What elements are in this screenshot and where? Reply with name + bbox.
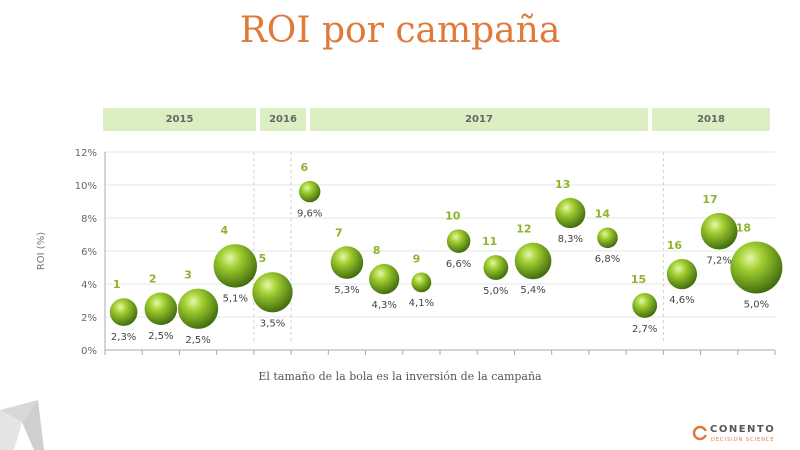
roi-value-label: 5,4% [520, 285, 545, 296]
campaign-label: 1 [113, 278, 121, 291]
bubble-campaign-11 [483, 255, 509, 280]
bubble-campaign-3 [177, 288, 219, 329]
roi-value-label: 8,3% [558, 234, 583, 245]
roi-value-label: 2,5% [185, 335, 210, 346]
campaign-label: 5 [259, 252, 267, 265]
roi-value-label: 2,3% [111, 332, 136, 343]
campaign-label: 13 [555, 178, 570, 191]
year-band-2017: 2017 [310, 108, 648, 131]
y-tick-label: 12% [75, 148, 97, 159]
bubble-campaign-5 [252, 272, 293, 313]
roi-value-label: 5,1% [223, 294, 248, 305]
bubble-campaign-2 [144, 292, 178, 326]
y-tick-label: 4% [81, 280, 97, 291]
conento-logo-icon [692, 425, 708, 441]
roi-value-label: 6,6% [446, 259, 471, 270]
brand-name: CONENTO [710, 424, 776, 435]
y-tick-label: 0% [81, 346, 97, 357]
bubble-campaign-12 [514, 242, 552, 280]
bubble-campaign-4 [213, 244, 258, 288]
roi-value-label: 6,8% [595, 254, 620, 265]
roi-value-label: 4,6% [669, 295, 694, 306]
roi-value-label: 5,0% [744, 300, 769, 311]
campaign-label: 17 [702, 193, 717, 206]
bubble-campaign-15 [632, 293, 658, 318]
y-tick-label: 6% [81, 247, 97, 258]
roi-value-label: 9,6% [297, 208, 322, 219]
campaign-label: 3 [184, 269, 192, 282]
bubble-campaign-17 [700, 212, 738, 250]
bubble-campaign-1 [109, 298, 138, 326]
campaign-label: 16 [667, 239, 683, 252]
campaign-label: 4 [221, 224, 229, 237]
bubble-campaign-9 [411, 272, 432, 293]
bubble-campaign-14 [597, 227, 618, 249]
campaign-label: 12 [516, 223, 531, 236]
bubble-campaign-13 [555, 197, 586, 229]
campaign-label: 6 [301, 161, 309, 174]
roi-value-label: 2,5% [148, 331, 173, 342]
campaign-label: 11 [482, 235, 497, 248]
y-tick-label: 8% [81, 214, 97, 225]
campaign-label: 10 [445, 209, 461, 222]
campaign-label: 15 [631, 273, 646, 286]
year-band-2018: 2018 [652, 108, 770, 131]
y-axis-label: ROI (%) [36, 232, 47, 270]
bubble-campaign-16 [666, 258, 698, 290]
roi-value-label: 3,5% [260, 318, 285, 329]
bubble-campaign-8 [369, 263, 400, 295]
roi-value-label: 7,2% [706, 256, 731, 267]
roi-value-label: 5,3% [334, 285, 359, 296]
bubble-campaign-6 [299, 180, 321, 203]
bubble-campaign-10 [446, 229, 471, 253]
roi-value-label: 5,0% [483, 286, 508, 297]
campaign-label: 7 [335, 226, 343, 239]
campaign-label: 9 [413, 252, 421, 265]
year-band-2015: 2015 [103, 108, 256, 131]
roi-value-label: 4,3% [371, 300, 396, 311]
campaign-label: 18 [736, 222, 751, 235]
chart-footnote: El tamaño de la bola es la inversión de … [258, 370, 542, 383]
roi-value-label: 2,7% [632, 324, 657, 335]
brand-tagline: DECISION SCIENCE [711, 437, 775, 443]
roi-value-label: 4,1% [409, 298, 434, 309]
campaign-label: 8 [373, 244, 381, 257]
year-band-2016: 2016 [260, 108, 306, 131]
campaign-label: 2 [149, 272, 157, 285]
bubble-campaign-7 [330, 246, 364, 279]
bubble-campaign-18 [730, 241, 783, 294]
page-title: ROI por campaña [239, 10, 561, 51]
arrow-logo-icon [0, 400, 44, 450]
campaign-label: 14 [595, 208, 611, 221]
year-bands: 2015 2016 2017 2018 [103, 108, 770, 131]
y-tick-label: 2% [81, 313, 97, 324]
y-tick-label: 10% [75, 181, 97, 192]
